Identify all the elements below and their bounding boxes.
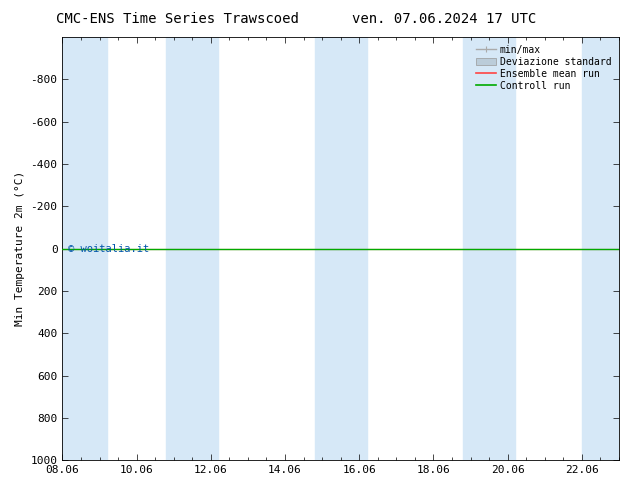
Bar	[166, 37, 218, 460]
Bar	[314, 37, 366, 460]
Y-axis label: Min Temperature 2m (°C): Min Temperature 2m (°C)	[15, 171, 25, 326]
Legend: min/max, Deviazione standard, Ensemble mean run, Controll run: min/max, Deviazione standard, Ensemble m…	[474, 42, 614, 94]
Text: © woitalia.it: © woitalia.it	[68, 244, 149, 254]
Text: ven. 07.06.2024 17 UTC: ven. 07.06.2024 17 UTC	[352, 12, 536, 26]
Text: CMC-ENS Time Series Trawscoed: CMC-ENS Time Series Trawscoed	[56, 12, 299, 26]
Bar	[582, 37, 619, 460]
Bar	[463, 37, 515, 460]
Bar	[62, 37, 107, 460]
